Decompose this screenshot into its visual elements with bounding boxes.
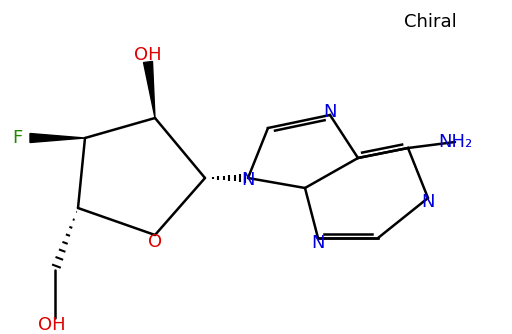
Text: OH: OH [38,316,66,334]
Text: N: N [311,234,325,252]
Text: F: F [12,129,22,147]
Text: Chiral: Chiral [403,13,456,31]
Text: NH₂: NH₂ [438,133,472,151]
Text: N: N [323,103,337,121]
Text: N: N [241,171,255,189]
Polygon shape [143,61,155,118]
Text: N: N [421,193,435,211]
Polygon shape [30,134,85,143]
Text: O: O [148,233,162,251]
Text: OH: OH [134,46,162,64]
